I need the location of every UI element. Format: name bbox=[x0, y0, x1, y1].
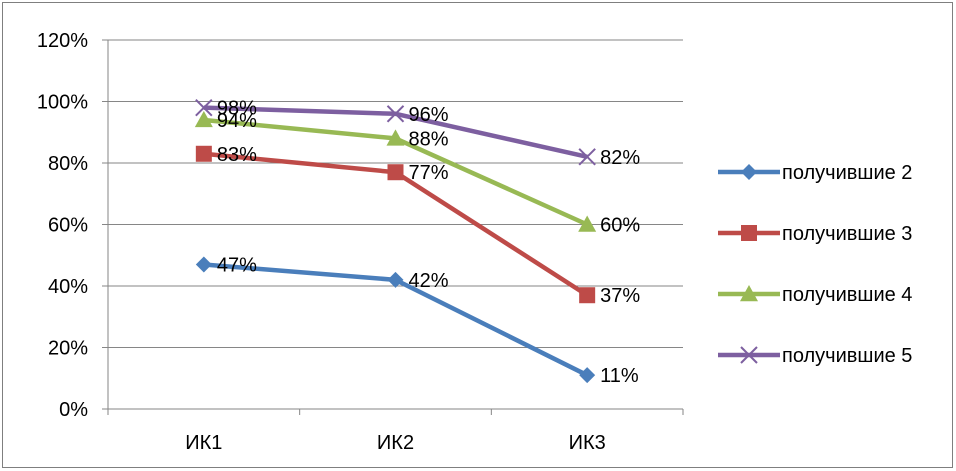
data-point bbox=[194, 110, 213, 128]
y-tick-label: 40% bbox=[48, 276, 88, 298]
data-point bbox=[387, 271, 404, 288]
data-label: 82% bbox=[600, 147, 640, 169]
legend-label: получившие 3 bbox=[782, 223, 912, 245]
legend-marker bbox=[741, 225, 757, 241]
series-lines bbox=[194, 98, 597, 384]
y-tick-label: 100% bbox=[37, 92, 88, 114]
legend: получившие 2 получившие 3 получившие 4 полу… bbox=[718, 162, 912, 367]
data-point bbox=[386, 129, 405, 146]
x-tick-label: ИК1 bbox=[185, 432, 222, 454]
legend-item: получившие 3 bbox=[718, 223, 912, 245]
y-tick-label: 80% bbox=[48, 153, 88, 175]
data-point bbox=[578, 148, 596, 166]
data-label: 11% bbox=[600, 365, 639, 387]
data-point bbox=[386, 105, 405, 123]
legend-marker bbox=[740, 346, 758, 364]
x-tick-label: ИК3 bbox=[569, 432, 606, 454]
data-label: 42% bbox=[409, 270, 449, 292]
data-labels: 47% 42% 11% 83% 77% 37% 94% 88% 60% 98% 96% 82% bbox=[217, 98, 641, 388]
data-label: 88% bbox=[409, 128, 449, 150]
data-label: 96% bbox=[409, 104, 449, 126]
gridlines bbox=[108, 39, 683, 348]
legend-item: получившие 2 bbox=[718, 162, 912, 184]
data-point bbox=[195, 98, 213, 117]
legend-marker bbox=[740, 285, 758, 302]
legend-label: получившие 2 bbox=[782, 162, 912, 184]
y-tick-label: 60% bbox=[48, 215, 88, 237]
y-axis-ticks: 0% 20% 40% 60% 80% 100% 120% bbox=[37, 30, 108, 421]
x-axis-ticks: ИК1 ИК2 ИК3 bbox=[107, 409, 684, 454]
data-label: 77% bbox=[409, 162, 449, 184]
data-label: 37% bbox=[600, 285, 640, 307]
y-tick-label: 0% bbox=[59, 399, 88, 421]
data-point bbox=[579, 367, 596, 384]
data-point bbox=[195, 256, 212, 273]
y-tick-label: 20% bbox=[48, 338, 88, 360]
data-point bbox=[579, 287, 596, 304]
data-point bbox=[387, 164, 404, 181]
data-label: 47% bbox=[217, 254, 257, 276]
data-point bbox=[578, 215, 597, 232]
data-point bbox=[195, 145, 212, 162]
legend-marker bbox=[741, 164, 757, 180]
legend-item: получившие 4 bbox=[718, 284, 912, 306]
legend-label: получившие 5 bbox=[782, 345, 912, 367]
data-label: 94% bbox=[217, 110, 257, 132]
legend-item: получившие 5 bbox=[718, 345, 912, 367]
data-label: 83% bbox=[217, 144, 257, 166]
y-tick-label: 120% bbox=[37, 30, 88, 52]
legend-label: получившие 4 bbox=[782, 284, 912, 306]
x-tick-label: ИК2 bbox=[377, 432, 414, 454]
data-label: 98% bbox=[217, 98, 257, 120]
data-label: 60% bbox=[600, 215, 640, 237]
